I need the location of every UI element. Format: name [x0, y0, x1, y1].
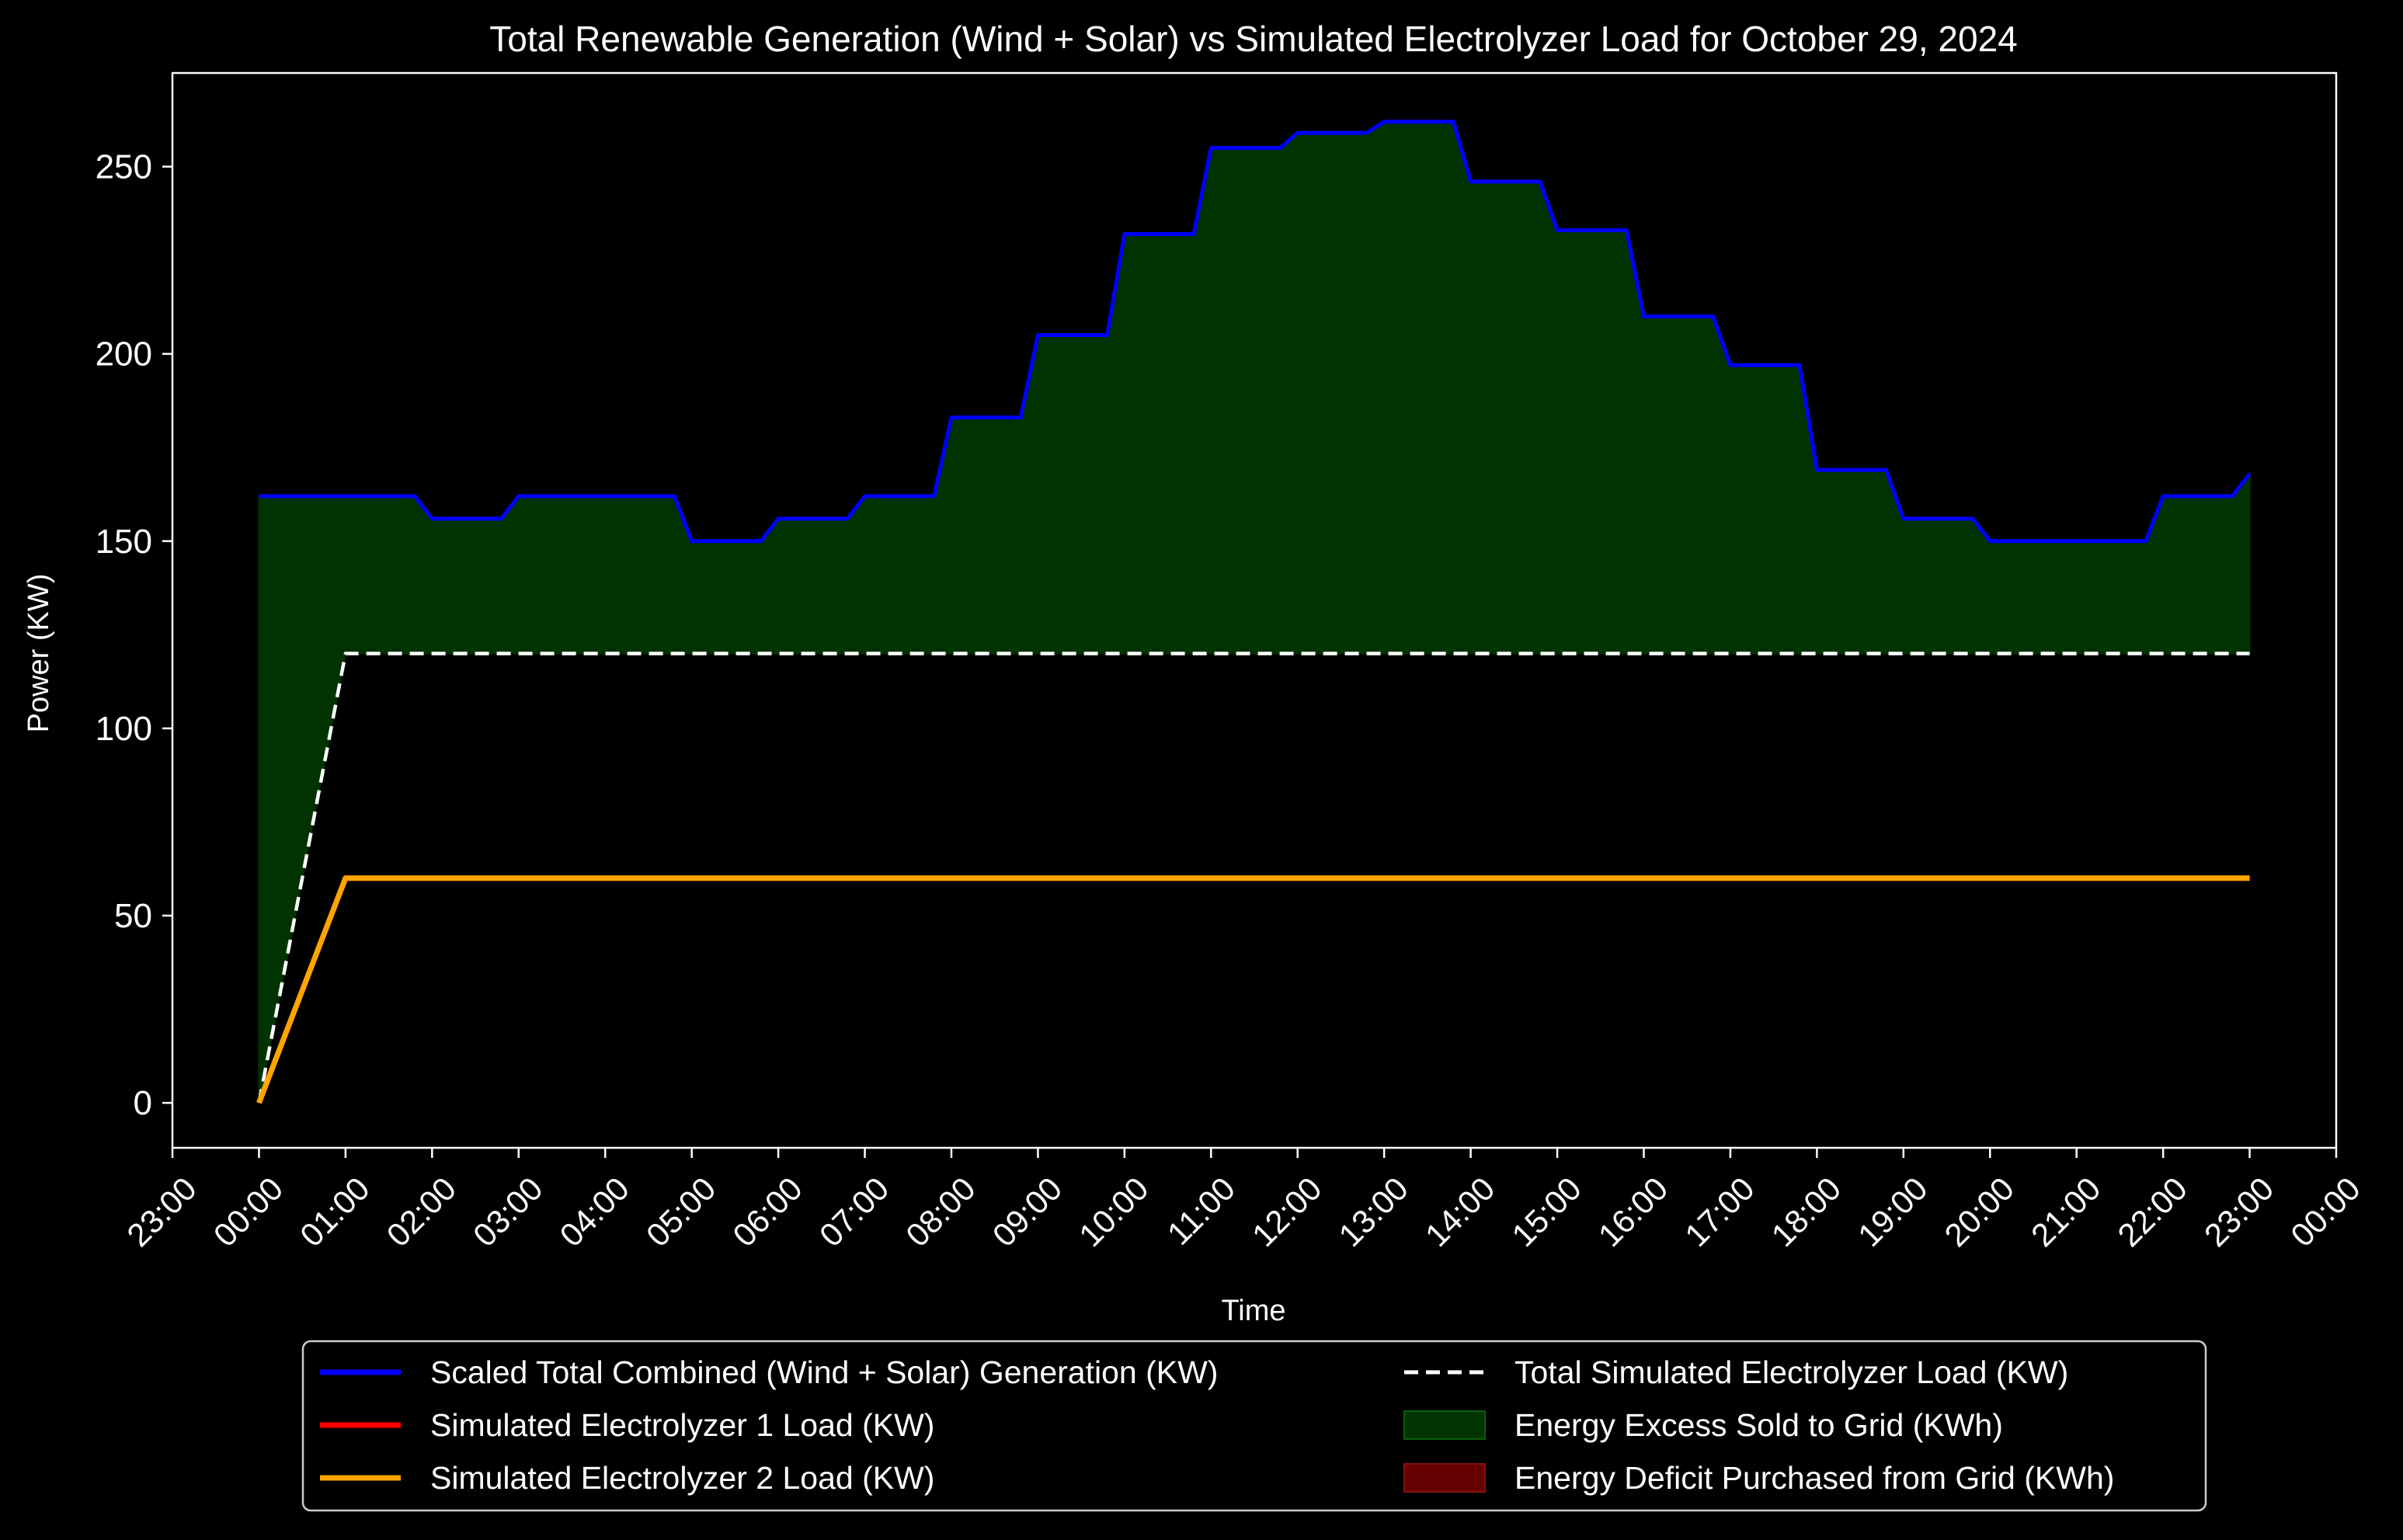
legend-handle-energy-deficit-purchased-from-grid-kwh	[1403, 1463, 1486, 1493]
series-line-scaled-total-combined-wind-solar-generation-kw	[259, 120, 2252, 544]
legend-label-simulated-electrolyzer-2-load-kw: Simulated Electrolyzer 2 Load (KW)	[430, 1460, 934, 1496]
legend-label-scaled-total-combined-wind-solar-generation-kw: Scaled Total Combined (Wind + Solar) Gen…	[430, 1354, 1218, 1390]
chart-legend: Scaled Total Combined (Wind + Solar) Gen…	[301, 1340, 2207, 1512]
y-tick-label: 50	[114, 897, 152, 935]
legend-handle-energy-excess-sold-to-grid-kwh	[1403, 1410, 1486, 1440]
plot-frame	[171, 71, 2338, 1149]
y-tick-label: 0	[134, 1084, 152, 1122]
y-tick-label: 150	[96, 523, 152, 561]
y-axis-label: Power (KW)	[23, 574, 55, 733]
series-line-total-simulated-electrolyzer-load-kw	[257, 652, 2250, 1104]
legend-label-energy-excess-sold-to-grid-kwh: Energy Excess Sold to Grid (KWh)	[1514, 1407, 2003, 1443]
legend-label-simulated-electrolyzer-1-load-kw: Simulated Electrolyzer 1 Load (KW)	[430, 1407, 934, 1443]
chart-title: Total Renewable Generation (Wind + Solar…	[489, 19, 2018, 59]
legend-label-total-simulated-electrolyzer-load-kw: Total Simulated Electrolyzer Load (KW)	[1514, 1354, 2068, 1390]
y-tick-label: 100	[96, 710, 152, 748]
legend-label-energy-deficit-purchased-from-grid-kwh: Energy Deficit Purchased from Grid (KWh)	[1514, 1460, 2114, 1496]
y-tick-label: 200	[96, 335, 152, 374]
series-line-simulated-electrolyzer-2-load-kw	[256, 875, 2250, 1104]
x-axis-label: Time	[1221, 1295, 1285, 1327]
y-tick-label: 250	[96, 148, 152, 186]
legend-box	[301, 1340, 2207, 1512]
